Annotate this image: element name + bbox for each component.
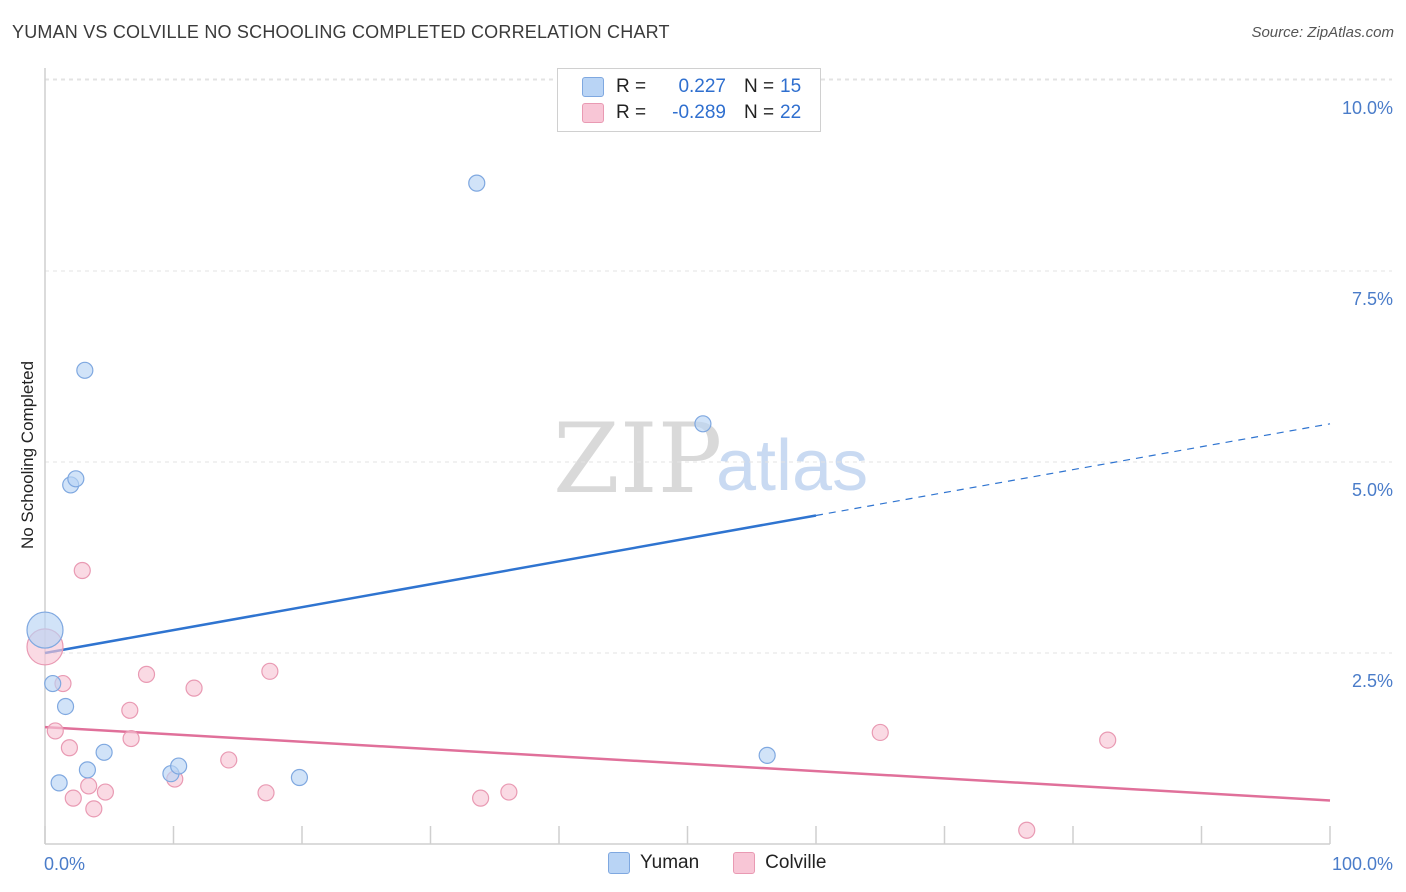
yuman-point xyxy=(76,361,94,379)
n-value: 15 xyxy=(780,76,802,97)
x-tick-label-end: 100.0% xyxy=(1332,854,1393,874)
yuman-legend-swatch xyxy=(608,852,630,874)
colville-legend-swatch xyxy=(733,852,756,874)
colville-point xyxy=(185,679,203,697)
y-tick-label: 5.0% xyxy=(1352,480,1393,500)
legend-item-colville: Colville xyxy=(733,852,826,874)
trend-lines xyxy=(44,423,1331,802)
colville-legend-label: Colville xyxy=(765,852,827,873)
colville-point xyxy=(122,729,140,748)
legend-item-yuman: Yuman xyxy=(608,852,699,874)
series-legend: Yuman Colville xyxy=(608,852,860,874)
yuman-swatch xyxy=(582,77,604,97)
yuman-point xyxy=(95,743,113,761)
colville-point xyxy=(60,739,79,757)
r-label: R = xyxy=(616,76,647,97)
yuman-point xyxy=(468,174,486,192)
yuman-point xyxy=(67,470,85,488)
y-tick-label: 7.5% xyxy=(1352,289,1393,309)
yuman-point xyxy=(26,611,64,649)
colville-point xyxy=(500,783,518,801)
colville-point xyxy=(261,662,279,680)
yuman-legend-label: Yuman xyxy=(640,852,700,873)
n-label: N = xyxy=(744,102,775,123)
colville-point xyxy=(257,784,275,802)
stats-legend: R = 0.227 N = 15 R = -0.289 N = 22 xyxy=(557,68,821,132)
r-label: R = xyxy=(616,102,647,123)
colville-point xyxy=(1018,821,1036,839)
colville-point xyxy=(85,800,103,818)
r-value: -0.289 xyxy=(672,102,726,123)
legend-row-colville: R = -0.289 N = 22 xyxy=(582,101,801,125)
yuman-point xyxy=(290,768,309,787)
colville-point xyxy=(73,561,91,580)
y-tick-label: 2.5% xyxy=(1352,671,1393,691)
watermark-zip: ZIP xyxy=(553,403,722,515)
yuman-point xyxy=(56,697,75,716)
yuman-point xyxy=(50,774,68,792)
yuman-trend-line xyxy=(44,514,817,655)
x-tick-label-start: 0.0% xyxy=(44,854,85,874)
yuman-point xyxy=(694,415,712,433)
colville-swatch xyxy=(582,103,604,123)
colville-point xyxy=(472,789,490,807)
colville-point xyxy=(137,665,156,683)
colville-point xyxy=(871,723,889,742)
x-tick-labels: 0.0% 100.0% xyxy=(44,854,1393,874)
legend-row-yuman: R = 0.227 N = 15 xyxy=(582,75,801,99)
r-value: 0.227 xyxy=(678,76,726,97)
n-label: N = xyxy=(744,76,775,97)
colville-point xyxy=(80,777,98,795)
data-points xyxy=(26,174,1117,839)
source-label: Source: ZipAtlas.com xyxy=(1251,24,1394,41)
chart-title: YUMAN VS COLVILLE NO SCHOOLING COMPLETED… xyxy=(12,22,670,42)
yuman-point xyxy=(758,746,776,764)
watermark-atlas: atlas xyxy=(716,426,868,506)
colville-point xyxy=(220,751,238,769)
colville-point xyxy=(64,789,82,807)
axes xyxy=(44,68,1331,845)
colville-point xyxy=(46,722,64,740)
yuman-point xyxy=(170,757,188,775)
gridlines xyxy=(45,78,1392,654)
y-tick-label: 10.0% xyxy=(1342,98,1393,118)
colville-point xyxy=(1099,731,1117,749)
colville-trend-line xyxy=(44,725,1331,802)
watermark: ZIP atlas xyxy=(553,403,868,515)
n-value: 22 xyxy=(780,102,802,123)
y-tick-labels: 2.5% 5.0% 7.5% 10.0% xyxy=(1342,98,1393,691)
yuman-point xyxy=(44,674,62,693)
colville-point xyxy=(96,783,114,801)
yuman-point xyxy=(78,761,97,779)
colville-point xyxy=(121,701,139,719)
yuman-trend-extension xyxy=(815,423,1331,517)
